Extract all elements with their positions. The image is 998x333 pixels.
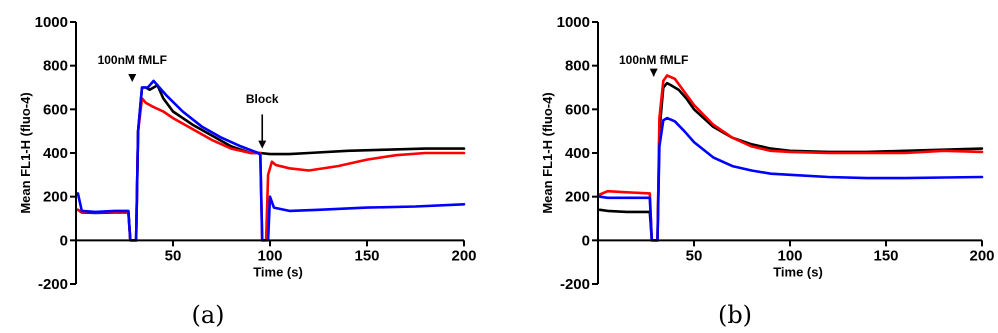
x-tick-label: 100 [777,247,802,264]
arrow-head-icon [128,74,137,83]
x-tick-label: 100 [257,247,282,264]
x-tick-label: 200 [969,247,994,264]
series-line-3 [76,79,466,242]
x-tick-label: 50 [686,247,703,264]
y-tick-label: 600 [43,101,68,118]
y-tick-label: 400 [43,145,68,162]
y-tick-label: -200 [38,276,68,293]
x-tick-label: 200 [451,247,476,264]
annotation-label: 100nM fMLF [98,53,167,67]
y-tick-label: 1000 [557,14,590,31]
series-group-a [76,79,466,242]
annotation-label: Block [246,92,279,106]
series-group-b [598,74,984,242]
panel-label-a: (a) [191,301,224,329]
y-tick-label: 200 [565,189,590,206]
y-tick-label: 200 [43,189,68,206]
y-ticks-a: -200 0 200 400 600 800 1000 [35,14,76,293]
y-tick-label: 0 [582,232,590,249]
chart-panel-b: -200 0 200 400 600 800 1000 50 100 150 200 100nM … [540,14,995,329]
x-ticks-b: 50 100 150 200 [686,240,995,264]
annotations-b: 100nM fMLF [619,53,688,77]
chart-panel-a: -200 0 200 400 600 800 1000 50 100 150 200 100nM … [18,14,477,329]
annotations-a: 100nM fMLF Block [98,53,279,149]
y-axis-title-a: Mean FL1-H (fluo-4) [18,92,33,213]
series-line-3 [598,116,984,242]
x-ticks-a: 50 100 150 200 [165,240,477,264]
arrow-head-icon [649,68,658,77]
x-tick-label: 50 [165,247,182,264]
arrow-head-icon [258,140,267,149]
y-tick-label: 800 [43,58,68,75]
panel-label-b: (b) [718,301,752,329]
x-axis-title-b: Time (s) [773,264,823,279]
x-axis-title-a: Time (s) [253,264,303,279]
y-tick-label: 0 [60,232,68,249]
y-tick-label: 600 [565,101,590,118]
y-ticks-b: -200 0 200 400 600 800 1000 [557,14,598,293]
x-tick-label: 150 [354,247,379,264]
y-axis-title-b: Mean FL1-H (fluo-4) [540,92,555,213]
annotation-label: 100nM fMLF [619,53,688,67]
y-tick-label: 800 [565,58,590,75]
x-tick-label: 150 [873,247,898,264]
y-tick-label: -200 [560,276,590,293]
y-tick-label: 1000 [35,14,68,31]
y-tick-label: 400 [565,145,590,162]
